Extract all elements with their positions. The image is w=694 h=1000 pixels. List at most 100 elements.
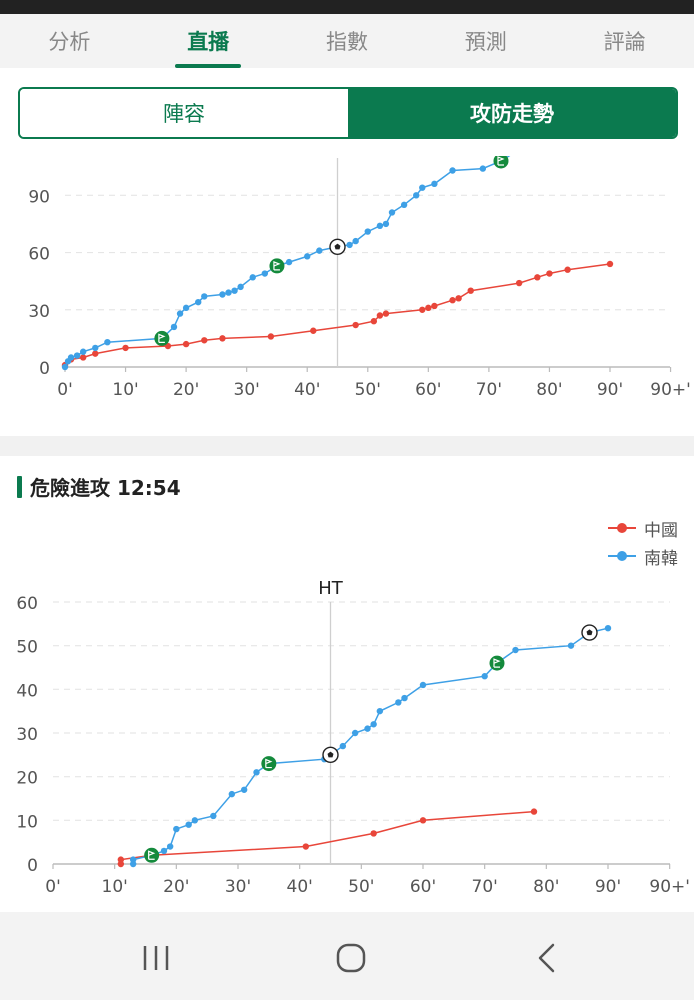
away-data-point [79, 348, 87, 355]
halftime-label: HT [318, 578, 344, 599]
away-data-point [339, 742, 347, 750]
away-data-point [346, 241, 353, 249]
home-data-point [467, 287, 474, 294]
soccer-ball-patch [327, 751, 334, 758]
dangerous-attack-chart: 0 10 20 30 40 50 60 0' 10' 20' 30' 40' 50' 60' 70' 80' 9… [16, 578, 690, 897]
home-data-point [534, 274, 541, 281]
legend-item-home[interactable]: 中國 [608, 514, 678, 542]
tab-comments[interactable]: 評論 [603, 30, 646, 54]
away-data-point [388, 209, 396, 216]
tab-live[interactable]: 直播 [139, 14, 278, 68]
lineup-toggle-button[interactable]: 陣容 [20, 89, 348, 137]
soccer-ball-patch [586, 629, 593, 636]
y-tick-label: 60 [28, 245, 50, 265]
view-toggle: 陣容 攻防走勢 [18, 87, 678, 139]
away-data-point [129, 856, 137, 863]
recent-apps-button[interactable] [138, 940, 178, 976]
home-data-point [546, 270, 553, 277]
x-tick-label: 70' [472, 877, 498, 897]
corner-flag-icon [261, 756, 277, 772]
home-data-point [419, 817, 427, 824]
y-tick-label: 0 [27, 856, 38, 876]
home-data-point [425, 304, 432, 312]
x-tick-label: 60' [410, 877, 436, 897]
away-data-point [316, 247, 323, 254]
legend-item-away[interactable]: 南韓 [608, 542, 678, 570]
home-series-line [120, 810, 535, 864]
away-data-point [419, 184, 426, 191]
home-data-point [564, 266, 571, 273]
corner-flag-icon [489, 655, 505, 671]
tab-prediction[interactable]: 預測 [464, 30, 507, 54]
x-tick-label: 60' [415, 380, 441, 400]
corner-flag-icon [493, 156, 509, 169]
corner-flag-glyph [265, 758, 273, 769]
x-tick-label: 90' [595, 877, 621, 897]
momentum-toggle-button[interactable]: 攻防走勢 [348, 89, 676, 137]
home-data-point [267, 333, 275, 340]
legend-away-label: 南韓 [644, 548, 678, 569]
x-tick-label: 10' [102, 877, 128, 897]
home-data-point [79, 354, 87, 361]
x-tick-label: 10' [112, 380, 138, 400]
away-data-point [191, 817, 199, 824]
home-data-point [419, 306, 426, 313]
away-data-point [413, 192, 420, 199]
legend-home-marker [608, 521, 636, 535]
tab-analysis[interactable]: 分析 [48, 30, 91, 54]
away-data-point [479, 165, 487, 172]
home-button[interactable] [331, 940, 371, 976]
x-tick-label: 90' [597, 380, 623, 400]
y-tick-label: 30 [28, 302, 50, 322]
y-tick-label: 0 [39, 359, 50, 379]
away-data-point [253, 769, 260, 776]
legend-away-marker [608, 549, 636, 563]
section-title-accent [17, 475, 22, 498]
corner-flag-icon [154, 330, 170, 346]
home-series-line [64, 263, 611, 366]
x-tick-label: 30' [234, 380, 260, 400]
away-data-point [170, 323, 178, 331]
back-button[interactable] [528, 940, 568, 976]
away-series-line [64, 156, 511, 368]
away-data-point [285, 258, 293, 266]
home-data-point [310, 327, 317, 334]
away-data-point [237, 283, 244, 291]
status-bar [0, 0, 694, 14]
away-data-point [364, 725, 371, 732]
home-data-point [431, 302, 438, 310]
away-data-point [261, 270, 269, 277]
corner-marker-bg [269, 258, 285, 274]
away-data-point [352, 237, 359, 245]
away-data-point [419, 681, 427, 689]
home-data-point [370, 318, 378, 325]
away-data-point [512, 646, 519, 654]
x-tick-label: 80' [533, 877, 559, 897]
y-tick-label: 30 [16, 725, 38, 745]
away-data-point [67, 354, 75, 361]
away-data-point [382, 220, 390, 228]
away-data-point [401, 694, 408, 702]
away-data-point [176, 310, 184, 317]
x-tick-label: 50' [355, 380, 381, 400]
away-data-point [351, 729, 359, 737]
corner-marker-bg [144, 847, 160, 863]
x-tick-label: 80' [536, 380, 562, 400]
system-nav-bar [0, 912, 694, 1000]
x-tick-label: 40' [294, 380, 320, 400]
home-data-point [92, 350, 99, 357]
away-data-point [201, 293, 208, 300]
top-tab-bar: 分析 直播 指數 預測 評論 [0, 14, 694, 68]
tab-odds[interactable]: 指數 [325, 30, 368, 54]
momentum-panel: 陣容 攻防走勢 03060901200'10'20'30'40'50'60'70… [0, 68, 694, 436]
section-title-text: 危險進攻 12:54 [30, 476, 181, 500]
away-data-point [160, 847, 168, 855]
away-data-point [370, 721, 377, 728]
home-data-point [182, 340, 190, 348]
home-data-point [219, 335, 226, 342]
corner-flag-glyph [497, 156, 505, 166]
corner-marker-bg [493, 156, 509, 169]
away-data-point [604, 625, 612, 632]
x-tick-label: 0' [45, 877, 61, 897]
y-tick-label: 10 [16, 812, 38, 832]
